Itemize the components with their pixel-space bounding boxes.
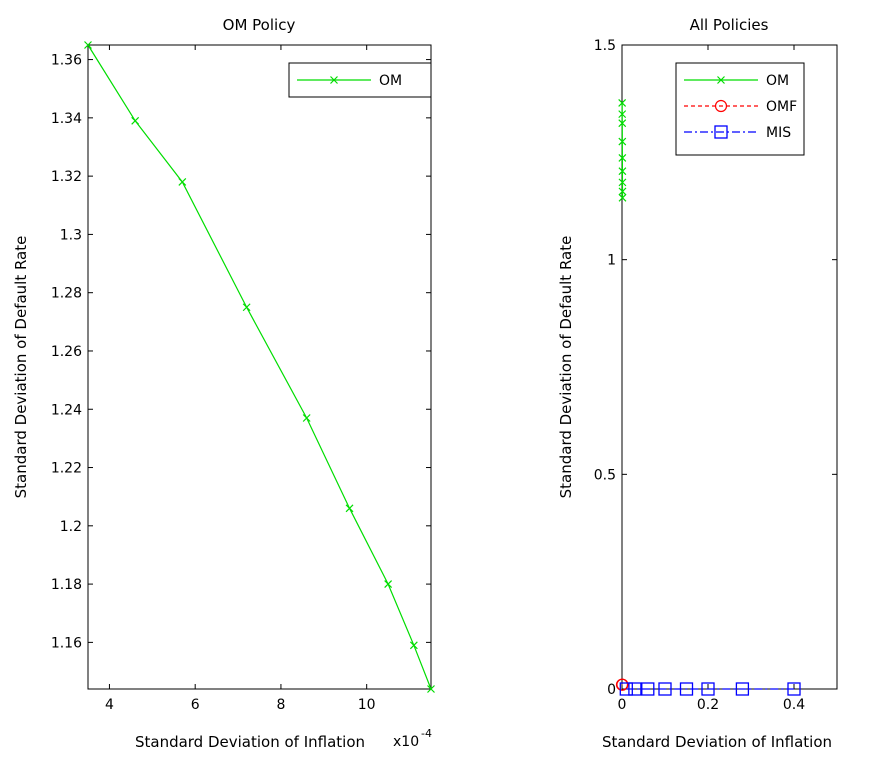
x-tick-label: 0.4 xyxy=(783,697,805,713)
all-policies-chart: All Policies Standard Deviation of Infla… xyxy=(557,16,838,751)
data-point-om xyxy=(618,178,627,187)
data-point-om xyxy=(618,110,627,119)
y-tick-label: 1.24 xyxy=(51,402,82,418)
y-tick-label: 1.2 xyxy=(60,519,82,535)
data-point-om xyxy=(618,167,627,176)
legend: OM OMF MIS xyxy=(675,62,805,156)
x-tick-label: 6 xyxy=(191,697,200,713)
data-point-om xyxy=(427,685,435,693)
data-point-om xyxy=(618,193,627,202)
y-tick-label: 1.5 xyxy=(594,38,616,54)
data-point-om xyxy=(345,504,354,513)
series-layer xyxy=(84,41,435,693)
data-point-mis xyxy=(619,682,633,696)
data-point-mis xyxy=(641,682,655,696)
data-point-om xyxy=(618,119,627,128)
om-policy-chart: OM Policy Standard Deviation of Inflatio… xyxy=(12,16,435,751)
data-point-om xyxy=(618,137,627,146)
x-tick-label: 4 xyxy=(105,697,114,713)
data-point-om xyxy=(618,99,627,107)
y-tick-label: 1.28 xyxy=(51,286,82,302)
legend-marker-om xyxy=(717,76,725,84)
x-tick-label: 0 xyxy=(618,697,627,713)
data-point-om xyxy=(131,116,140,125)
legend-label-om: OM xyxy=(379,73,402,89)
data-point-om xyxy=(409,641,418,650)
axis-ticks: 4 6 8 10 1.16 1.18 1.2 1.22 1.24 1.26 1.28 1.3 1.32 1… xyxy=(51,45,431,713)
y-tick-label: 1.32 xyxy=(51,169,82,185)
legend-label-mis: MIS xyxy=(766,125,791,141)
y-tick-label: 0.5 xyxy=(594,467,616,483)
y-tick-label: 1.3 xyxy=(60,227,82,243)
x-axis-multiplier: x10 xyxy=(393,734,419,750)
y-axis-label: Standard Deviation of Default Rate xyxy=(557,236,575,499)
legend-marker-omf xyxy=(714,99,728,113)
data-point-om xyxy=(242,303,251,312)
legend-box xyxy=(675,62,805,156)
data-point-om xyxy=(84,41,92,49)
legend-marker-mis xyxy=(714,125,728,139)
chart-title: All Policies xyxy=(690,16,769,34)
y-tick-label: 1.22 xyxy=(51,461,82,477)
data-point-mis xyxy=(628,682,642,696)
data-point-om xyxy=(178,178,187,186)
data-point-om xyxy=(618,153,627,162)
data-point-mis xyxy=(787,682,801,696)
y-tick-label: 1.26 xyxy=(51,344,82,360)
plot-area xyxy=(87,44,432,690)
y-tick-label: 1.18 xyxy=(51,577,82,593)
x-tick-label: 10 xyxy=(358,697,376,713)
x-axis-label: Standard Deviation of Inflation xyxy=(602,733,832,751)
legend: OM xyxy=(288,62,432,98)
data-point-om xyxy=(302,414,311,422)
data-point-omf xyxy=(616,678,629,691)
x-tick-label: 0.2 xyxy=(697,697,719,713)
axis-ticks: 0 0.2 0.4 0 0.5 1 1.5 xyxy=(594,38,837,713)
y-tick-label: 1.16 xyxy=(51,635,82,651)
data-point-mis xyxy=(701,682,715,696)
data-point-mis xyxy=(658,682,672,696)
legend-marker-om xyxy=(330,76,338,84)
series-layer xyxy=(615,99,801,696)
data-point-mis xyxy=(679,682,694,696)
legend-label-omf: OMF xyxy=(766,99,797,115)
data-point-mis xyxy=(735,682,750,696)
chart-title: OM Policy xyxy=(223,16,296,34)
y-tick-label: 0 xyxy=(607,682,616,698)
y-axis-label: Standard Deviation of Default Rate xyxy=(12,236,30,499)
y-tick-label: 1.36 xyxy=(51,53,82,69)
data-point-om xyxy=(618,187,627,196)
x-axis-multiplier-exponent: -4 xyxy=(421,727,432,740)
data-point-om xyxy=(384,580,393,589)
y-tick-label: 1.34 xyxy=(51,111,82,127)
x-tick-label: 8 xyxy=(276,697,285,713)
x-axis-label: Standard Deviation of Inflation xyxy=(135,733,365,751)
y-tick-label: 1 xyxy=(607,253,616,269)
legend-label-om: OM xyxy=(766,73,789,89)
